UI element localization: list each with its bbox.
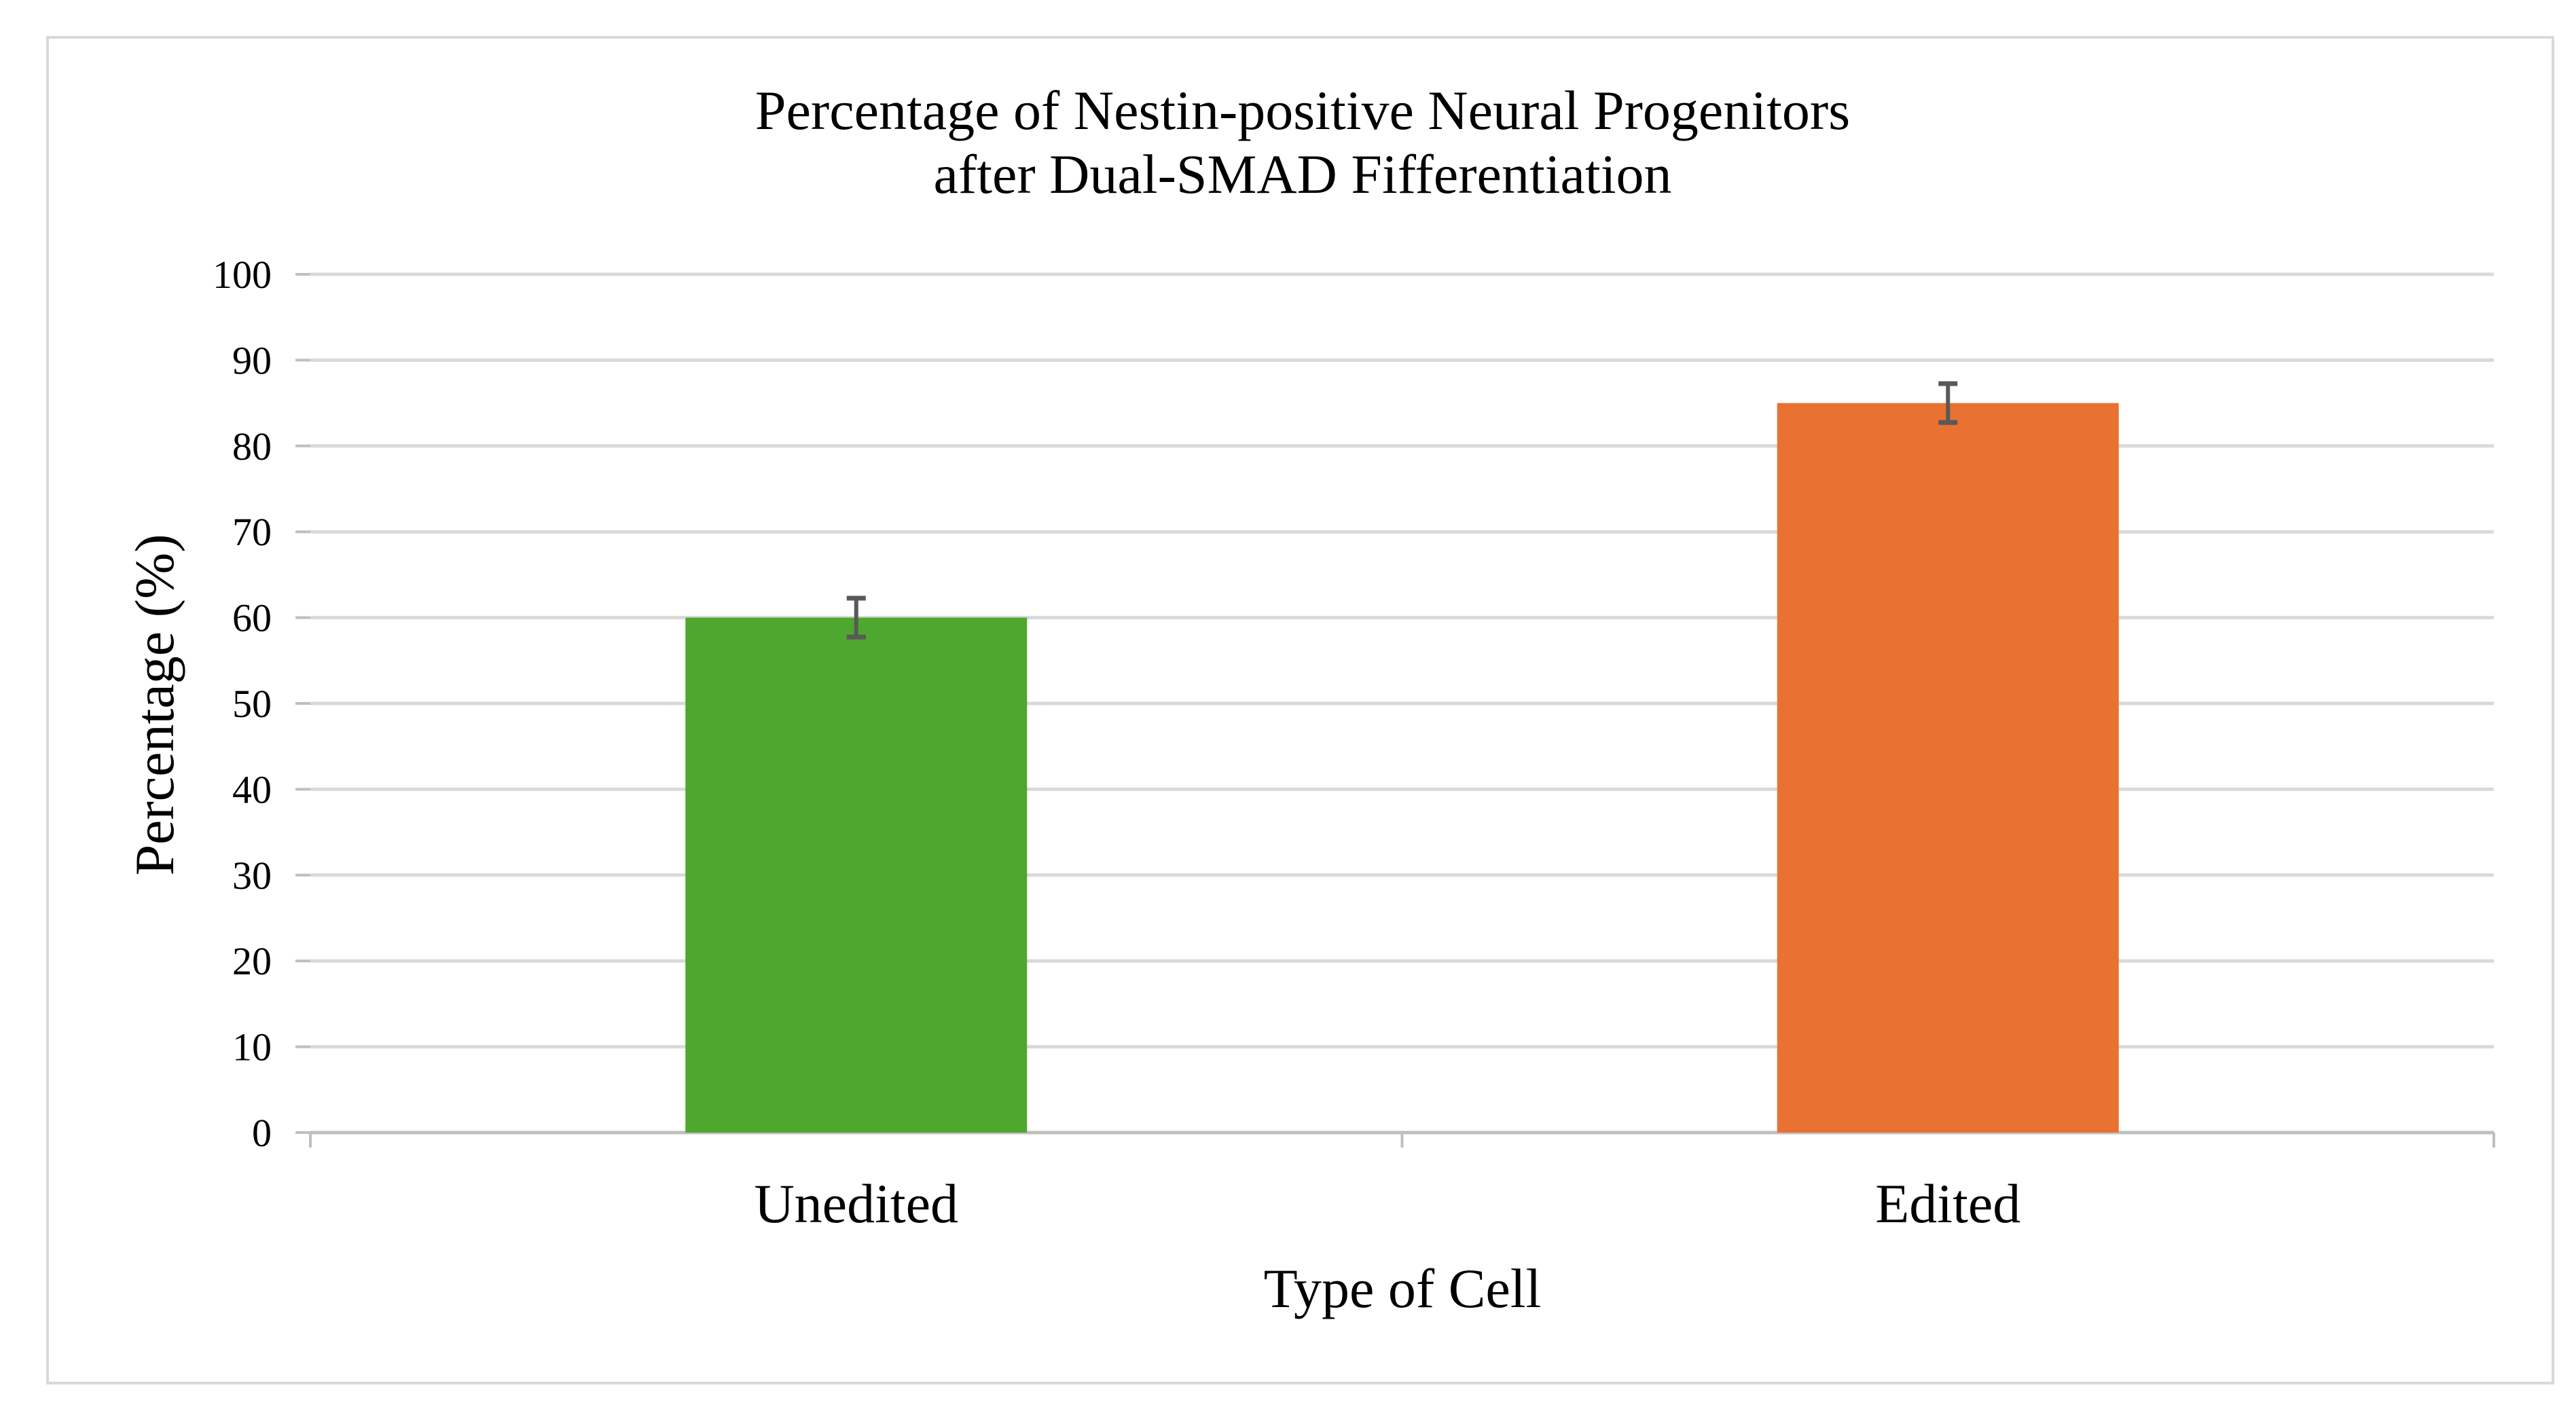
y-tick-label: 70: [232, 510, 272, 554]
y-tick-label: 100: [213, 253, 272, 297]
y-tick-label: 20: [232, 939, 272, 983]
y-tick-label: 40: [232, 767, 272, 811]
y-tick-label: 50: [232, 682, 272, 726]
x-tick-label: Unedited: [754, 1173, 958, 1234]
x-axis-title: Type of Cell: [1264, 1258, 1542, 1319]
x-tick-label: Edited: [1875, 1173, 2020, 1234]
chart-title-line-1: Percentage of Nestin-positive Neural Pro…: [755, 79, 1850, 141]
bar-unedited: [685, 617, 1028, 1133]
y-tick-label: 60: [232, 596, 272, 640]
y-tick-label: 10: [232, 1025, 272, 1069]
y-tick-label: 30: [232, 854, 272, 898]
y-tick-label: 80: [232, 424, 272, 469]
y-tick-label: 90: [232, 338, 272, 382]
y-axis-title: Percentage (%): [124, 534, 185, 875]
bar-edited: [1777, 403, 2119, 1133]
y-tick-label: 0: [252, 1111, 272, 1155]
chart-frame: [46, 36, 2554, 1384]
chart-title-line-2: after Dual-SMAD Fifferentiation: [934, 143, 1672, 205]
